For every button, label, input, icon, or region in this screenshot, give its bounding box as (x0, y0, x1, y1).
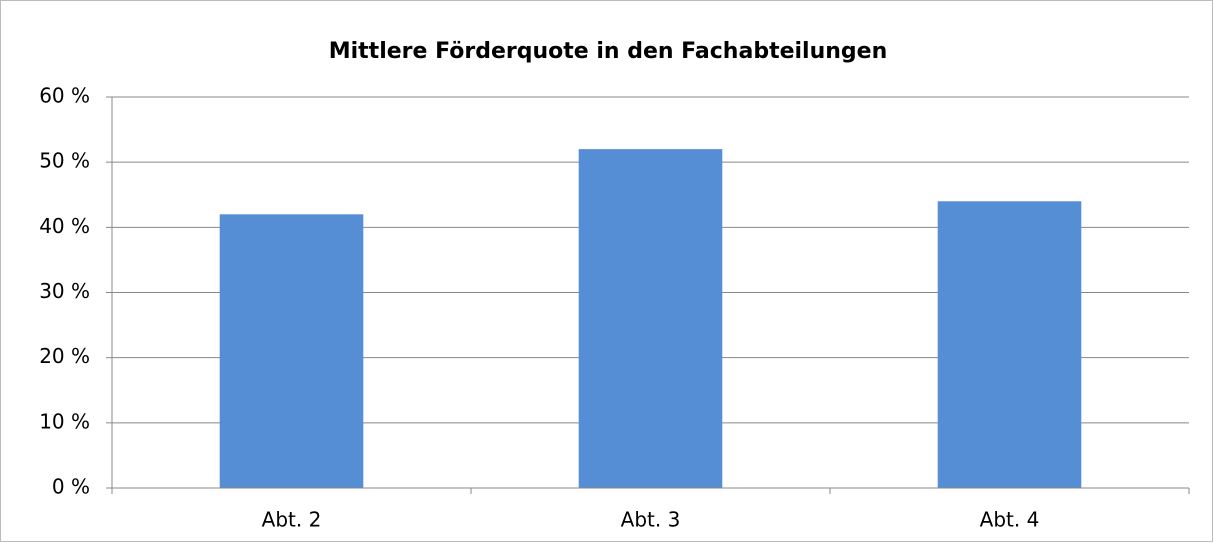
bar (578, 149, 723, 488)
y-tick-label: 40 % (39, 214, 90, 238)
y-tick-label: 0 % (52, 475, 90, 499)
x-tick-label: Abt. 2 (262, 508, 322, 532)
bar (937, 201, 1082, 488)
y-tick-label: 20 % (39, 344, 90, 368)
chart-title: Mittlere Förderquote in den Fachabteilun… (329, 39, 888, 64)
y-tick-label: 60 % (39, 84, 90, 108)
y-tick-label: 10 % (39, 409, 90, 433)
y-tick-label: 30 % (39, 279, 90, 303)
x-tick-label: Abt. 4 (980, 508, 1040, 532)
x-tick-label: Abt. 3 (621, 508, 681, 532)
bar (219, 214, 364, 489)
y-tick-label: 50 % (39, 149, 90, 173)
